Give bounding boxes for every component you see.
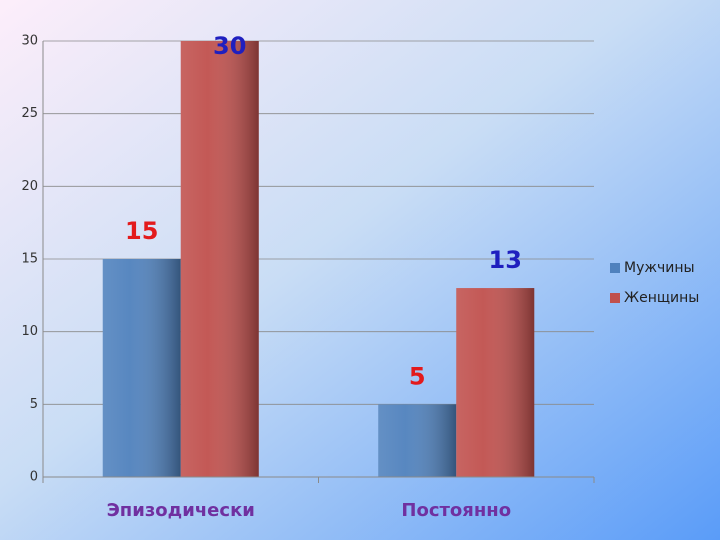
y-tick-label: 5 bbox=[30, 397, 38, 412]
bar-shade bbox=[456, 288, 535, 477]
x-tick-label: Эпизодически bbox=[107, 500, 255, 521]
bar-shade bbox=[102, 259, 181, 477]
legend-label: Женщины bbox=[624, 290, 699, 306]
x-tick-label: Постоянно bbox=[401, 500, 511, 521]
data-label: 5 bbox=[409, 362, 426, 390]
data-label: 15 bbox=[125, 217, 158, 245]
legend-swatch bbox=[610, 293, 620, 303]
data-label: 30 bbox=[213, 32, 246, 60]
data-label: 13 bbox=[489, 246, 522, 274]
y-tick-label: 25 bbox=[21, 106, 38, 121]
legend-label: Мужчины bbox=[624, 260, 695, 276]
legend-swatch bbox=[610, 263, 620, 273]
bar-shade bbox=[378, 404, 457, 477]
y-tick-label: 30 bbox=[21, 34, 38, 49]
y-tick-label: 20 bbox=[21, 179, 38, 194]
y-tick-label: 10 bbox=[21, 324, 38, 339]
y-tick-label: 15 bbox=[21, 252, 38, 267]
bar-shade bbox=[180, 41, 259, 477]
y-tick-label: 0 bbox=[30, 470, 38, 485]
